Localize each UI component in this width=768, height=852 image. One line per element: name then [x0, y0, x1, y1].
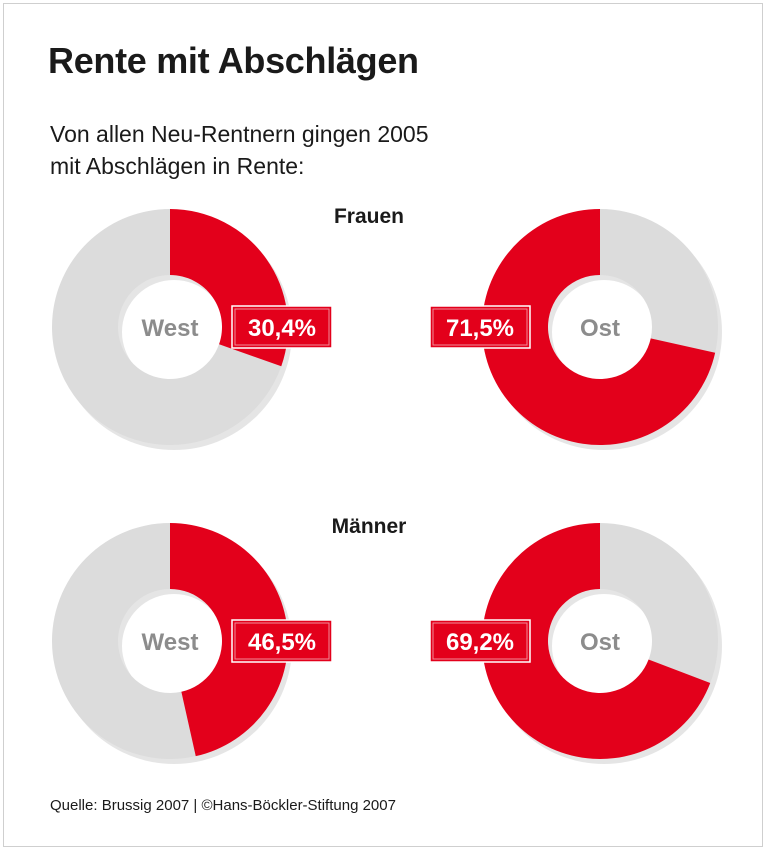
slice-share — [482, 209, 716, 445]
slice-share — [482, 523, 711, 759]
value-label: 30,4% — [248, 315, 316, 342]
slice-share — [170, 523, 289, 757]
value-label: 69,2% — [446, 629, 514, 656]
value-box — [231, 305, 333, 349]
region-label: West — [142, 315, 199, 342]
value-label: 46,5% — [248, 629, 316, 656]
region-label: Ost — [580, 629, 620, 656]
slice-remainder — [52, 209, 282, 446]
donut-frauen-ost: Ost 71,5% — [429, 209, 722, 450]
donut-mnner-west: West 46,5% — [52, 523, 333, 764]
region-label: Ost — [580, 315, 620, 342]
value-box-inner-border — [432, 622, 528, 660]
donut-mnner-ost: Ost 69,2% — [429, 523, 722, 764]
donut-frauen-west: West 30,4% — [52, 209, 333, 450]
slice-remainder — [600, 209, 719, 353]
subtitle-line-2: mit Abschlägen in Rente: — [50, 153, 305, 179]
value-label: 71,5% — [446, 315, 514, 342]
value-box — [231, 619, 333, 663]
source-note: Quelle: Brussig 2007 | ©Hans-Böckler-Sti… — [50, 797, 396, 814]
region-label: West — [142, 629, 199, 656]
subtitle-line-1: Von allen Neu-Rentnern gingen 2005 — [50, 121, 429, 147]
slice-remainder — [600, 523, 718, 684]
value-box — [429, 305, 531, 349]
section-label-women: Frauen — [333, 205, 404, 228]
value-box — [429, 619, 531, 663]
chart-subtitle: Von allen Neu-Rentnern gingen 2005 mit A… — [50, 118, 570, 182]
section-label-men: Männer — [331, 515, 407, 538]
value-box-inner-border — [234, 308, 330, 346]
value-box-inner-border — [234, 622, 330, 660]
slice-remainder — [52, 523, 196, 759]
value-box-inner-border — [432, 308, 528, 346]
chart-title: Rente mit Abschlägen — [48, 40, 419, 81]
